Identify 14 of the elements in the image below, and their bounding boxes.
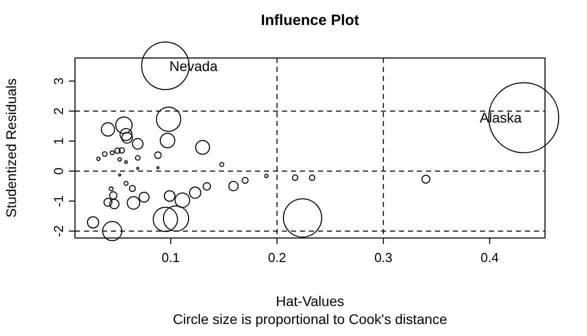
text: Circle size is proportional to Cook's distance (172, 311, 448, 327)
y-tick-label: -2 (51, 225, 66, 237)
y-tick-label: 1 (51, 137, 66, 145)
y-tick-label: 0 (51, 167, 66, 175)
x-axis-title: Hat-Values (276, 293, 344, 309)
x-tick-label: 0.2 (268, 250, 286, 265)
x-tick-label: 0.4 (480, 250, 499, 265)
y-tick-label: 2 (51, 107, 66, 115)
x-tick-label: 0.3 (374, 250, 392, 265)
chart-title: Influence Plot (260, 12, 360, 29)
y-tick-label: -1 (51, 195, 66, 207)
y-tick-label: 3 (51, 77, 66, 85)
y-axis-title: Studentized Residuals (3, 78, 19, 218)
x-tick-label: 0.1 (162, 250, 180, 265)
